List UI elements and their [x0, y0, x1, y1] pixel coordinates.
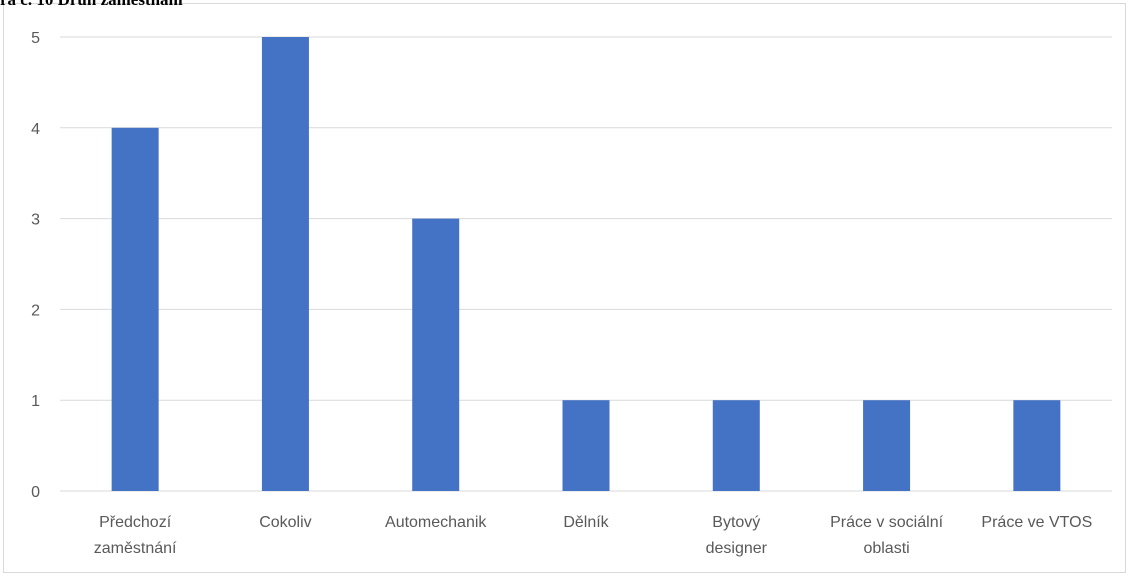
y-tick-label: 2: [31, 302, 40, 319]
x-category-label: Cokoliv: [259, 514, 311, 531]
bar: [712, 400, 760, 491]
bar: [111, 127, 159, 492]
y-tick-label: 4: [31, 121, 40, 138]
y-tick-label: 5: [31, 30, 40, 47]
bar: [1013, 400, 1061, 491]
x-category-label: Práce v sociální oblasti: [830, 514, 943, 557]
bar: [562, 400, 610, 491]
bar: [261, 37, 309, 491]
y-tick-label: 3: [31, 212, 40, 229]
x-category-label: Bytový designer: [706, 514, 768, 557]
bar: [412, 218, 460, 491]
x-category-label: Automechanik: [385, 514, 487, 531]
x-category-label: Dělník: [563, 514, 609, 531]
x-category-label: Předchozí zaměstnání: [94, 514, 177, 557]
bar: [863, 400, 911, 491]
chart-title: ra č. 10 Druh zaměstnání: [0, 0, 183, 10]
y-tick-label: 0: [31, 484, 40, 501]
y-tick-label: 1: [31, 393, 40, 410]
x-category-label: Práce ve VTOS: [981, 514, 1092, 531]
